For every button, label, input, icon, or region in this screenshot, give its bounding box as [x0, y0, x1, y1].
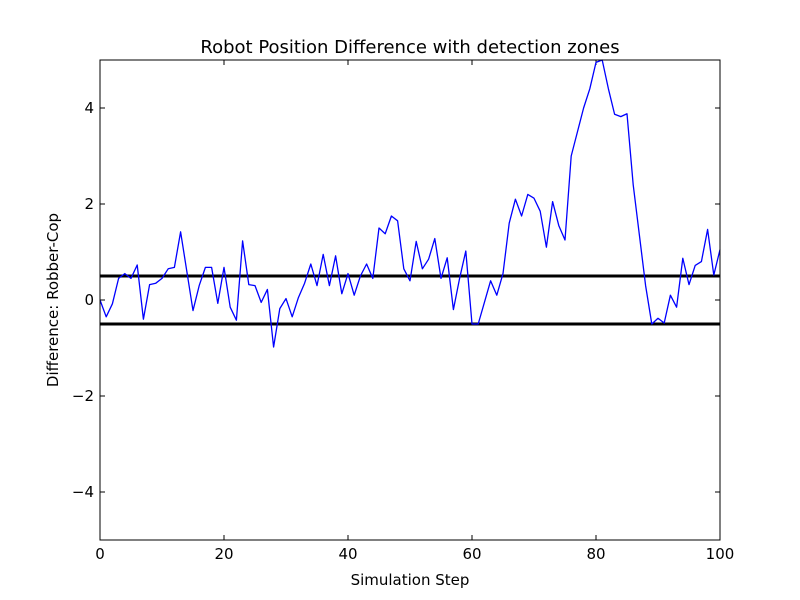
y-tick-label: 4	[84, 99, 94, 117]
series-group	[99, 59, 721, 348]
x-tick-label: 60	[462, 545, 481, 563]
y-tick-label: −4	[72, 483, 94, 501]
series-line	[99, 59, 721, 348]
x-tick-label: 0	[95, 545, 105, 563]
x-axis-title: Simulation Step	[351, 571, 470, 589]
plot-area	[100, 60, 720, 540]
y-tick-label: −2	[72, 387, 94, 405]
chart-title: Robot Position Difference with detection…	[200, 37, 619, 58]
x-tick-label: 80	[586, 545, 605, 563]
plot-frame	[99, 59, 721, 541]
x-tick-label: 100	[706, 545, 735, 563]
y-axis-title: Difference: Robber-Cop	[44, 213, 62, 387]
y-tick-label: 2	[84, 195, 94, 213]
y-tick-label: 0	[84, 291, 94, 309]
detection-zone-lines	[100, 274, 720, 326]
x-tick-label: 20	[214, 545, 233, 563]
tick-group: 0 20 40 60 80 100 −4 −2 0 2 4	[72, 60, 734, 563]
x-tick-label: 40	[338, 545, 357, 563]
